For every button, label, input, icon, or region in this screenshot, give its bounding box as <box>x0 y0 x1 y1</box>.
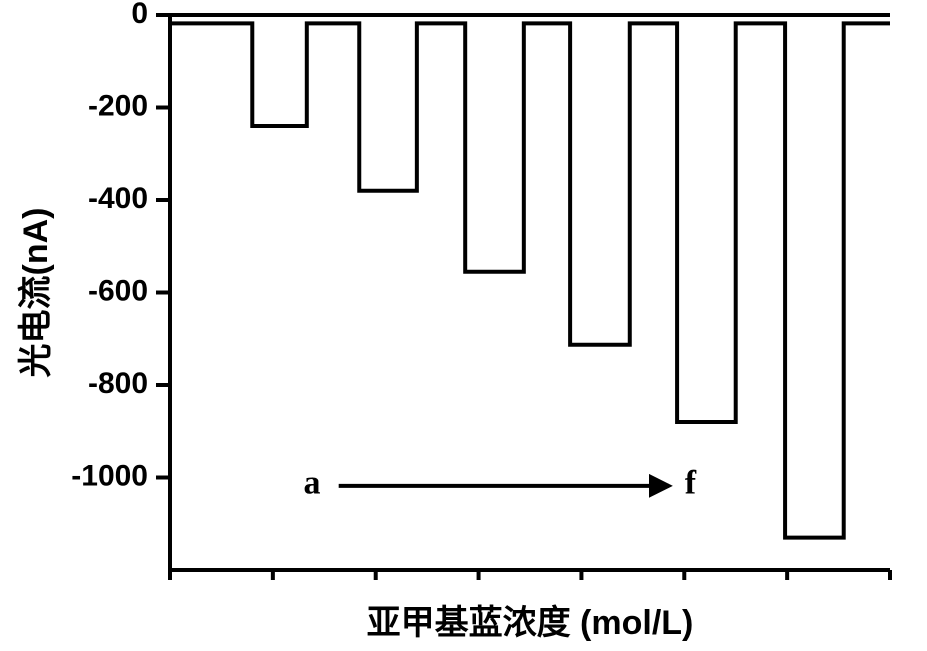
y-tick-label: -200 <box>88 89 148 122</box>
y-tick-label: 0 <box>131 0 148 30</box>
pulse-bar-chart: 0 -200 -400 -600 -800 -1000 a f 光电流(nA) 亚甲基蓝浓度 (m… <box>0 0 927 651</box>
y-tick-label: -1000 <box>71 459 148 492</box>
y-axis-title: 光电流(nA) <box>17 208 55 378</box>
annotation-label-a: a <box>303 465 320 502</box>
y-tick-label: -400 <box>88 182 148 215</box>
annotation-label-f: f <box>685 465 697 502</box>
y-tick-label: -800 <box>88 367 148 400</box>
x-axis-title: 亚甲基蓝浓度 (mol/L) <box>367 604 694 642</box>
chart-container: 0 -200 -400 -600 -800 -1000 a f 光电流(nA) 亚甲基蓝浓度 (m… <box>0 0 927 651</box>
y-tick-label: -600 <box>88 274 148 307</box>
